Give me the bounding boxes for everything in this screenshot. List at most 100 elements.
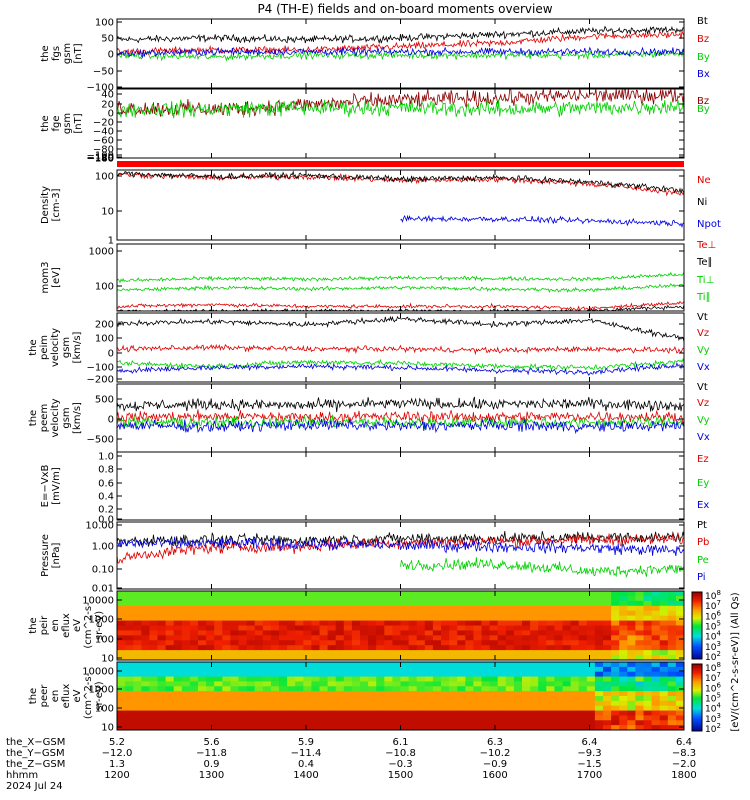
spectrogram-cell: [141, 676, 150, 682]
colorbar-segment: [692, 615, 702, 618]
spectrogram-cell: [270, 650, 280, 656]
spectrogram-cell: [287, 605, 296, 612]
legend-Bt: Bt: [697, 16, 708, 27]
spectrogram-cell: [165, 605, 175, 612]
spectrogram-cell: [254, 650, 264, 656]
spectrogram-cell: [141, 720, 150, 726]
ylabel-line: [cm-3]: [51, 188, 62, 221]
spectrogram-cell: [530, 595, 539, 602]
spectrogram-cell: [376, 671, 385, 678]
ylabel-line: the: [28, 617, 39, 633]
spectrogram-cell: [667, 720, 677, 726]
spectrogram-cell: [497, 662, 507, 668]
spectrogram-cell: [635, 720, 644, 726]
spectrogram-cell: [287, 696, 296, 702]
spectrogram-cell: [481, 655, 491, 661]
ylabel-line: eV: [72, 619, 83, 632]
spectrogram-cell: [449, 671, 458, 678]
spectrogram-cell: [635, 686, 644, 692]
tick-exponent: 5: [716, 620, 720, 628]
spectrogram-cell: [360, 725, 369, 731]
tick-exponent: 6: [716, 609, 721, 617]
spectrogram-cell: [214, 640, 223, 646]
spectrogram-cell: [546, 666, 555, 673]
spectrogram-cell: [489, 725, 499, 731]
spectrogram-cell: [189, 635, 199, 641]
spectrogram-cell: [376, 595, 385, 602]
spectrogram-cell: [206, 595, 215, 602]
spectrogram-cell: [513, 640, 523, 646]
spectrogram-cell: [311, 710, 320, 716]
spectrogram-cell: [424, 681, 434, 687]
spectrogram-cell: [643, 625, 653, 631]
spectrogram-cell: [432, 666, 442, 673]
spectrogram-cell: [141, 650, 150, 656]
spectrogram-cell: [376, 645, 385, 651]
spectrogram-cell: [311, 615, 320, 622]
series-Vt: [116, 396, 685, 413]
spectrogram-cell: [627, 615, 636, 622]
spectrogram-cell: [303, 696, 312, 702]
spectrogram-cell: [675, 610, 685, 617]
spectrogram-cell: [497, 625, 507, 631]
spectrogram-cell: [149, 635, 158, 641]
colorbar-segment: [692, 699, 702, 702]
spectrogram-cell: [368, 615, 377, 622]
spectrogram-cell: [246, 666, 256, 673]
spectrogram-cell: [319, 686, 329, 692]
ylabel-line: eflux: [61, 684, 72, 709]
spectrogram-cell: [667, 725, 677, 731]
spectrogram-cell: [530, 610, 539, 617]
spectrogram-cell: [554, 715, 563, 721]
colorbar-tick-label: 105: [705, 620, 721, 633]
spectrogram-cell: [319, 630, 329, 636]
y-tick-label: 0.6: [98, 479, 114, 490]
spectrogram-cell: [667, 715, 677, 721]
spectrogram-cell: [457, 635, 466, 641]
spectrogram-cell: [230, 691, 239, 697]
spectrogram-cell: [578, 686, 588, 692]
spectrogram-cell: [538, 676, 547, 682]
spectrogram-cell: [279, 720, 288, 726]
colorbar-segment: [692, 632, 702, 635]
spectrogram-cell: [400, 615, 410, 622]
panel-ylabel: E=−VxB[mV/m]: [40, 465, 62, 508]
spectrogram-cell: [303, 655, 312, 661]
spectrogram-cell: [384, 705, 393, 712]
tick-exponent: 7: [716, 671, 720, 679]
legend-Pi: Pi: [697, 572, 706, 583]
spectrogram-cell: [546, 715, 555, 721]
spectrogram-cell: [497, 610, 507, 617]
spectrogram-cell: [675, 662, 685, 668]
spectrogram-cell: [230, 696, 239, 702]
spectrogram-cell: [270, 610, 280, 617]
spectrogram-cell: [376, 640, 385, 646]
ylabel-line: en: [50, 690, 61, 703]
spectrogram-cell: [651, 650, 661, 656]
spectrogram-cell: [457, 615, 466, 622]
spectrogram-cell: [538, 691, 547, 697]
spectrogram-cell: [481, 650, 491, 656]
spectrogram-cell: [578, 635, 588, 641]
spectrogram-cell: [287, 676, 296, 682]
spectrogram-cell: [303, 725, 312, 731]
spectrogram-cell: [424, 705, 434, 712]
spectrogram-cell: [376, 725, 385, 731]
spectrogram-cell: [619, 625, 628, 631]
spectrogram-cell: [376, 630, 385, 636]
spectrogram-cell: [619, 720, 628, 726]
spectrogram-cell: [360, 630, 369, 636]
spectrogram-cell: [449, 676, 458, 682]
spectrogram-cell: [424, 666, 434, 673]
spectrogram-cell: [619, 595, 628, 602]
spectrogram-cell: [659, 720, 669, 726]
spectrogram-cell: [117, 635, 126, 641]
spectrogram-cell: [408, 615, 418, 622]
spectrogram-cell: [238, 686, 248, 692]
spectrogram-cell: [368, 600, 377, 607]
spectrogram-cell: [400, 720, 410, 726]
tick-exponent: 8: [716, 661, 720, 669]
spectrogram-cell: [141, 691, 150, 697]
spectrogram-cell: [384, 662, 393, 668]
spectrogram-cell: [181, 655, 191, 661]
